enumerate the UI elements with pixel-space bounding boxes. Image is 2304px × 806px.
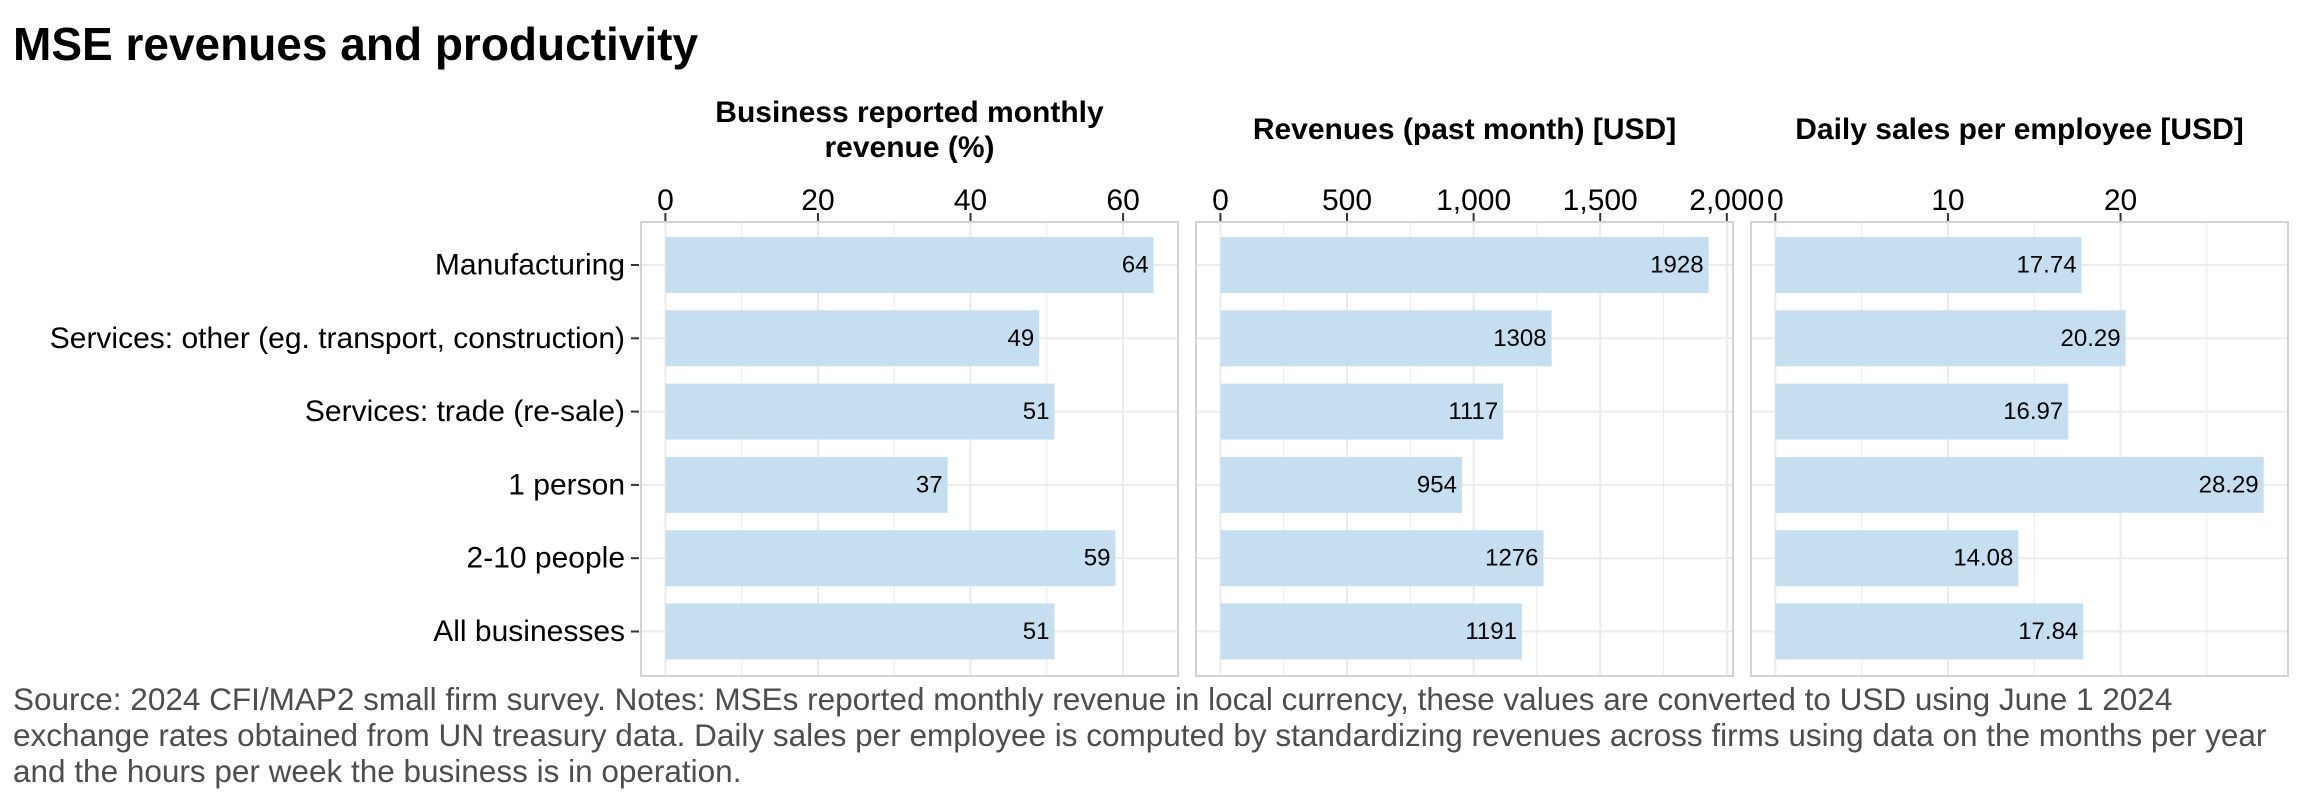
panel-border: [640, 221, 1179, 677]
bar: [1220, 383, 1504, 440]
data-label: 1117: [1448, 398, 1498, 425]
bar: [665, 530, 1116, 587]
category-axis: Manufacturing Services: other (eg. transp…: [50, 249, 639, 648]
bar: [1220, 310, 1552, 367]
category-label: Manufacturing: [435, 249, 625, 282]
data-label: 16.97: [2003, 398, 2063, 425]
category-label: All businesses: [433, 615, 625, 648]
bar: [1775, 456, 2264, 513]
x-tick-label: 20: [801, 184, 834, 217]
bar: [665, 383, 1055, 440]
chart-panel: 1928 1308 1117 954 1276 1191 0 500 1,000 1,500 2,0…: [1195, 113, 1764, 677]
data-label: 49: [1007, 325, 1034, 352]
x-tick-label: 1,000: [1436, 184, 1511, 217]
x-tick-label: 0: [1212, 184, 1229, 217]
bar: [1775, 237, 2082, 293]
x-tick-label: 60: [1106, 184, 1139, 217]
panel-border: [1750, 221, 2289, 677]
data-label: 59: [1084, 545, 1111, 572]
panel-title-line: revenue (%): [824, 131, 994, 164]
bar: [1775, 603, 2084, 660]
panel-background: [1196, 222, 1733, 676]
x-tick-label: 20: [2104, 184, 2137, 217]
x-tick-label: 2,000: [1689, 184, 1764, 217]
data-label: 37: [916, 471, 943, 498]
data-label: 1928: [1650, 252, 1703, 279]
panel-background: [641, 222, 1178, 676]
category-label: 1 person: [508, 468, 625, 501]
data-label: 64: [1122, 252, 1149, 279]
x-tick-label: 1,500: [1563, 184, 1638, 217]
x-tick-label: 0: [1767, 184, 1784, 217]
data-label: 1191: [1465, 618, 1517, 645]
data-label: 17.74: [2016, 252, 2076, 279]
panel-title-line: Business reported monthly: [715, 96, 1104, 129]
bar: [665, 456, 948, 513]
bar: [1775, 310, 2126, 367]
data-label: 20.29: [2061, 325, 2121, 352]
bar: [1775, 530, 2019, 587]
panel-background: [1751, 222, 2288, 676]
bar: [1220, 530, 1544, 587]
panel-border: [1195, 221, 1734, 677]
category-label: 2-10 people: [467, 542, 625, 575]
data-label: 17.84: [2018, 618, 2078, 645]
bar: [665, 237, 1154, 293]
category-label: Services: other (eg. transport, construc…: [50, 322, 625, 355]
data-label: 1276: [1485, 545, 1538, 572]
bar: [1220, 456, 1462, 513]
data-label: 954: [1417, 471, 1457, 498]
x-tick-label: 500: [1322, 184, 1372, 217]
bar: [665, 603, 1055, 660]
panel-title: Business reported monthly revenue (%): [715, 96, 1104, 164]
data-label: 51: [1023, 618, 1050, 645]
bar: [1220, 237, 1709, 293]
x-tick-label: 0: [657, 184, 674, 217]
chart-panel: 17.74 20.29 16.97 28.29 14.08 17.84 0 10 20 Daily…: [1750, 113, 2289, 677]
data-label: 14.08: [1953, 545, 2013, 572]
panel-title: Daily sales per employee [USD]: [1795, 113, 2244, 146]
bar: [665, 310, 1040, 367]
bar: [1775, 383, 2069, 440]
data-label: 1308: [1493, 325, 1546, 352]
category-label: Services: trade (re-sale): [305, 395, 625, 428]
chart-title: MSE revenues and productivity: [13, 18, 699, 70]
bar: [1220, 603, 1522, 660]
data-label: 28.29: [2199, 471, 2259, 498]
x-tick-label: 40: [954, 184, 987, 217]
chart-caption: Source: 2024 CFI/MAP2 small firm survey.…: [13, 681, 2267, 789]
data-label: 51: [1023, 398, 1050, 425]
panel-title: Revenues (past month) [USD]: [1253, 113, 1676, 146]
x-tick-label: 10: [1931, 184, 1964, 217]
